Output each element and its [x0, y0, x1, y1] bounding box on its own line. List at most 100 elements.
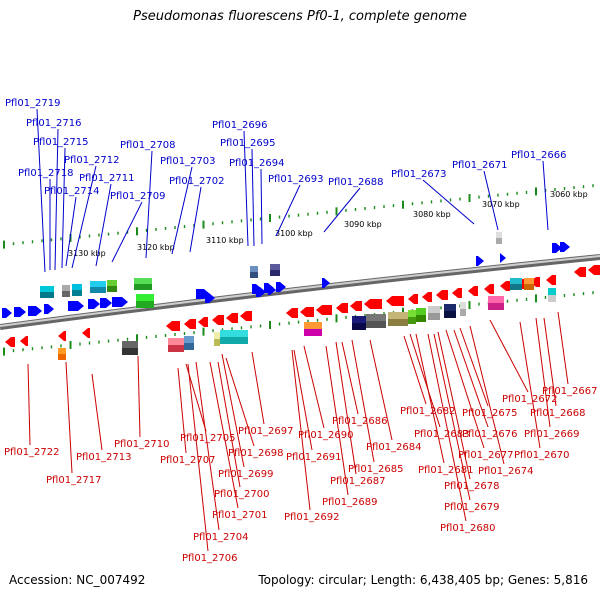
gene-label-forward: Pfl01_2708: [120, 140, 176, 151]
leader-line: [341, 341, 359, 415]
leader-line: [293, 349, 313, 451]
reverse-gene-arrow: [546, 275, 556, 285]
forward-gene-arrow: [100, 298, 112, 308]
gene-features: [2, 232, 600, 360]
gene-label-forward: Pfl01_2703: [160, 156, 216, 167]
reverse-gene-arrow: [198, 317, 208, 327]
feature-box: [352, 323, 366, 330]
gene-label-reverse: Pfl01_2683: [414, 429, 470, 440]
gene-label-forward: Pfl01_2718: [18, 168, 74, 179]
reverse-gene-arrow: [226, 313, 238, 323]
gene-label-forward: Pfl01_2714: [44, 186, 100, 197]
leader-line: [535, 317, 551, 428]
leader-line: [459, 327, 489, 407]
forward-gene-arrow: [276, 282, 286, 292]
forward-gene-arrow: [2, 308, 12, 318]
leader-line: [145, 150, 153, 259]
gene-label-forward: Pfl01_2711: [79, 173, 135, 184]
gene-label-reverse: Pfl01_2690: [298, 430, 354, 441]
reverse-gene-arrow: [240, 311, 252, 321]
feature-box: [220, 330, 248, 337]
leader-line: [251, 148, 255, 247]
feature-box: [90, 281, 106, 287]
leader-line: [111, 201, 143, 263]
forward-gene-arrow: [560, 242, 570, 252]
leader-line: [177, 367, 187, 454]
gene-label-forward: Pfl01_2695: [220, 138, 276, 149]
gene-label-forward: Pfl01_2712: [64, 155, 120, 166]
gene-label-forward: Pfl01_2696: [212, 120, 268, 131]
feature-box: [40, 292, 54, 298]
leader-line: [422, 179, 475, 225]
feature-box: [250, 272, 258, 278]
leader-line: [519, 321, 541, 449]
feature-box: [107, 280, 117, 286]
gene-label-reverse: Pfl01_2722: [4, 447, 60, 458]
tick-rings: [3, 184, 594, 356]
gene-label-reverse: Pfl01_2681: [418, 465, 474, 476]
reverse-gene-arrow: [530, 277, 540, 287]
gene-label-reverse: Pfl01_2678: [444, 481, 500, 492]
feature-box: [428, 313, 440, 320]
kbp-label: 3090 kbp: [344, 220, 382, 229]
feature-box: [107, 286, 117, 292]
reverse-gene-arrow: [588, 265, 600, 275]
forward-gene-arrow: [256, 287, 266, 297]
gene-label-forward: Pfl01_2716: [26, 118, 82, 129]
feature-box: [304, 329, 322, 336]
leader-line: [445, 329, 485, 449]
feature-box: [388, 312, 408, 319]
reverse-gene-arrow: [20, 336, 28, 346]
feature-box: [270, 270, 280, 276]
feature-box: [524, 278, 534, 284]
gene-label-reverse: Pfl01_2676: [462, 429, 518, 440]
leader-line: [54, 128, 59, 271]
leader-line: [251, 351, 265, 425]
gene-label-reverse: Pfl01_2699: [218, 469, 274, 480]
leader-line: [483, 170, 499, 231]
leader-line: [437, 331, 471, 480]
reverse-gene-arrow: [286, 308, 298, 318]
feature-box: [416, 315, 426, 322]
leader-line: [171, 166, 193, 255]
feature-box: [40, 286, 54, 292]
kbp-label: 3100 kbp: [275, 229, 313, 238]
leader-line: [36, 108, 46, 273]
feature-box: [58, 348, 66, 354]
gene-label-reverse: Pfl01_2672: [502, 394, 558, 405]
leader-line: [427, 333, 467, 522]
leader-line: [195, 361, 220, 531]
gene-label-forward: Pfl01_2688: [328, 177, 384, 188]
reverse-gene-arrow: [350, 301, 362, 311]
gene-label-reverse: Pfl01_2700: [214, 489, 270, 500]
gene-label-reverse: Pfl01_2668: [530, 408, 586, 419]
feature-box: [416, 308, 426, 315]
gene-label-reverse: Pfl01_2670: [514, 450, 570, 461]
leader-line: [557, 311, 569, 385]
kbp-label: 3130 kbp: [68, 249, 106, 258]
feature-box: [304, 322, 322, 329]
leader-line: [65, 361, 73, 474]
feature-box: [352, 316, 366, 323]
gene-labels: Pfl01_2719 Pfl01_2716 Pfl01_2715 Pfl01_2712…: [4, 98, 598, 564]
feature-box: [134, 278, 152, 284]
gene-label-forward: Pfl01_2719: [5, 98, 61, 109]
feature-box: [136, 294, 154, 301]
forward-gene-arrow: [476, 256, 484, 266]
gene-label-reverse: Pfl01_2680: [440, 523, 496, 534]
forward-gene-arrow: [205, 293, 215, 303]
feature-box: [408, 317, 416, 324]
feature-box: [408, 310, 416, 317]
gene-label-reverse: Pfl01_2717: [46, 475, 102, 486]
leader-line: [489, 319, 529, 393]
gene-label-reverse: Pfl01_2674: [478, 466, 534, 477]
leader-line: [95, 183, 112, 267]
feature-box: [510, 278, 522, 284]
gene-label-reverse: Pfl01_2706: [182, 553, 238, 564]
leader-line: [335, 341, 357, 475]
gene-label-reverse: Pfl01_2677: [458, 450, 514, 461]
leader-line: [189, 186, 202, 253]
leader-line: [291, 349, 311, 511]
kbp-scale-labels: 3060 kbp 3070 kbp 3080 kbp 3090 kbp 3100 kbp…: [68, 190, 588, 258]
